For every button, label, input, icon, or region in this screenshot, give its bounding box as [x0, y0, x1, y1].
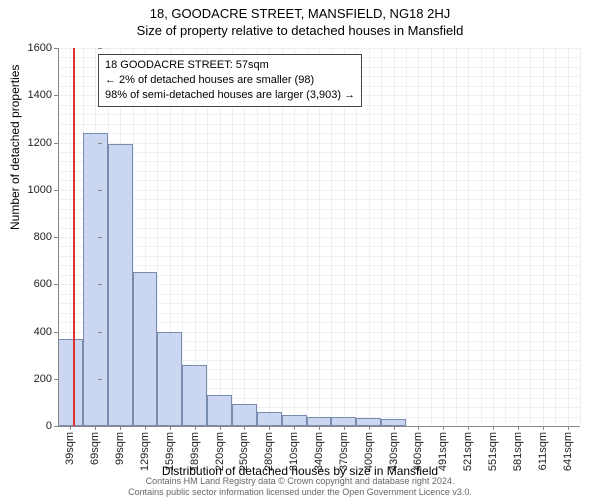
histogram-bar	[133, 272, 158, 426]
footer-line-2: Contains public sector information licen…	[0, 487, 600, 498]
histogram-bar	[58, 339, 83, 426]
y-tick-label: 1600	[12, 42, 52, 54]
histogram-bar	[232, 404, 257, 426]
footer-line-1: Contains HM Land Registry data © Crown c…	[0, 476, 600, 487]
histogram-bar	[307, 417, 332, 426]
info-line-3: 98% of semi-detached houses are larger (…	[105, 88, 355, 103]
y-tick-label: 1200	[12, 137, 52, 149]
x-tick-label: 39sqm	[64, 432, 76, 465]
histogram-bar	[282, 415, 307, 426]
y-tick-label: 1400	[12, 89, 52, 101]
chart-area: 02004006008001000120014001600 39sqm69sqm…	[58, 48, 580, 426]
y-ticks: 02004006008001000120014001600	[16, 48, 56, 426]
y-tick-label: 400	[12, 326, 52, 338]
histogram-bar	[182, 365, 207, 426]
histogram-bar	[356, 418, 381, 426]
y-tick-label: 1000	[12, 184, 52, 196]
y-tick-label: 800	[12, 231, 52, 243]
histogram-bar	[83, 133, 108, 426]
y-tick-label: 200	[12, 373, 52, 385]
histogram-bar	[207, 395, 232, 426]
histogram-bar	[381, 419, 406, 426]
histogram-bar	[257, 412, 282, 426]
x-tick-label: 69sqm	[89, 432, 101, 465]
info-line-2: ← 2% of detached houses are smaller (98)	[105, 73, 355, 88]
y-tick-label: 0	[12, 420, 52, 432]
histogram-bar	[108, 144, 133, 426]
footer: Contains HM Land Registry data © Crown c…	[0, 476, 600, 498]
histogram-bar	[331, 417, 356, 426]
page-title: 18, GOODACRE STREET, MANSFIELD, NG18 2HJ	[0, 6, 600, 21]
y-tick-label: 600	[12, 278, 52, 290]
info-line-1: 18 GOODACRE STREET: 57sqm	[105, 58, 355, 73]
x-tick-label: 99sqm	[114, 432, 126, 465]
info-box: 18 GOODACRE STREET: 57sqm ← 2% of detach…	[98, 54, 362, 107]
page-subtitle: Size of property relative to detached ho…	[0, 23, 600, 38]
property-marker-line	[73, 48, 75, 426]
histogram-bar	[157, 332, 182, 427]
